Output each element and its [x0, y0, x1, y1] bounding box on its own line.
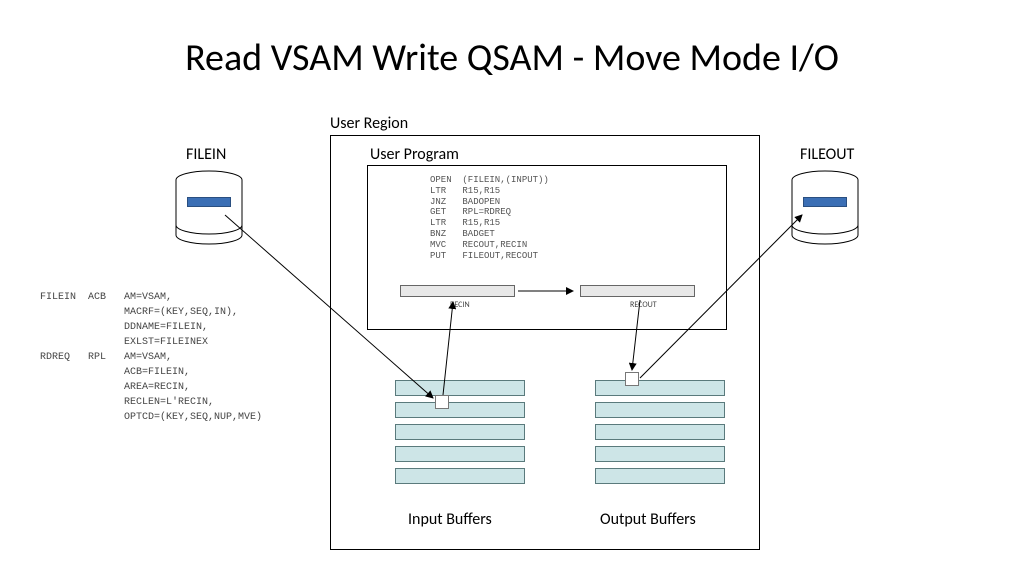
filein-label: FILEIN — [186, 145, 226, 164]
buffer-bar — [395, 446, 525, 462]
recin-label: RECIN — [450, 300, 470, 310]
buffer-bar — [595, 402, 725, 418]
user-region-label: User Region — [330, 114, 408, 133]
buffer-bar — [395, 468, 525, 484]
fileout-cylinder-icon — [790, 170, 860, 245]
buffer-bar — [395, 402, 525, 418]
output-marker — [625, 372, 639, 386]
definitions-code: FILEIN ACB AM=VSAM, MACRF=(KEY,SEQ,IN), … — [40, 290, 262, 425]
buffer-bar — [595, 468, 725, 484]
output-buffers-label: Output Buffers — [600, 510, 696, 529]
buffer-bar — [395, 424, 525, 440]
filein-band — [187, 197, 231, 207]
fileout-label: FILEOUT — [800, 145, 854, 164]
recout-label: RECOUT — [630, 300, 657, 310]
input-buffer-stack — [395, 380, 525, 490]
buffer-bar — [595, 446, 725, 462]
buffer-bar — [595, 380, 725, 396]
input-marker — [435, 395, 449, 409]
recin-bar — [400, 285, 515, 297]
user-program-label: User Program — [370, 145, 459, 164]
assembly-code: OPEN (FILEIN,(INPUT)) LTR R15,R15 JNZ BA… — [430, 175, 549, 261]
buffer-bar — [395, 380, 525, 396]
buffer-bar — [595, 424, 725, 440]
fileout-band — [803, 197, 847, 207]
input-buffers-label: Input Buffers — [408, 510, 492, 529]
output-buffer-stack — [595, 380, 725, 490]
page-title: Read VSAM Write QSAM - Move Mode I/O — [0, 35, 1024, 81]
filein-cylinder-icon — [174, 170, 244, 245]
recout-bar — [580, 285, 695, 297]
